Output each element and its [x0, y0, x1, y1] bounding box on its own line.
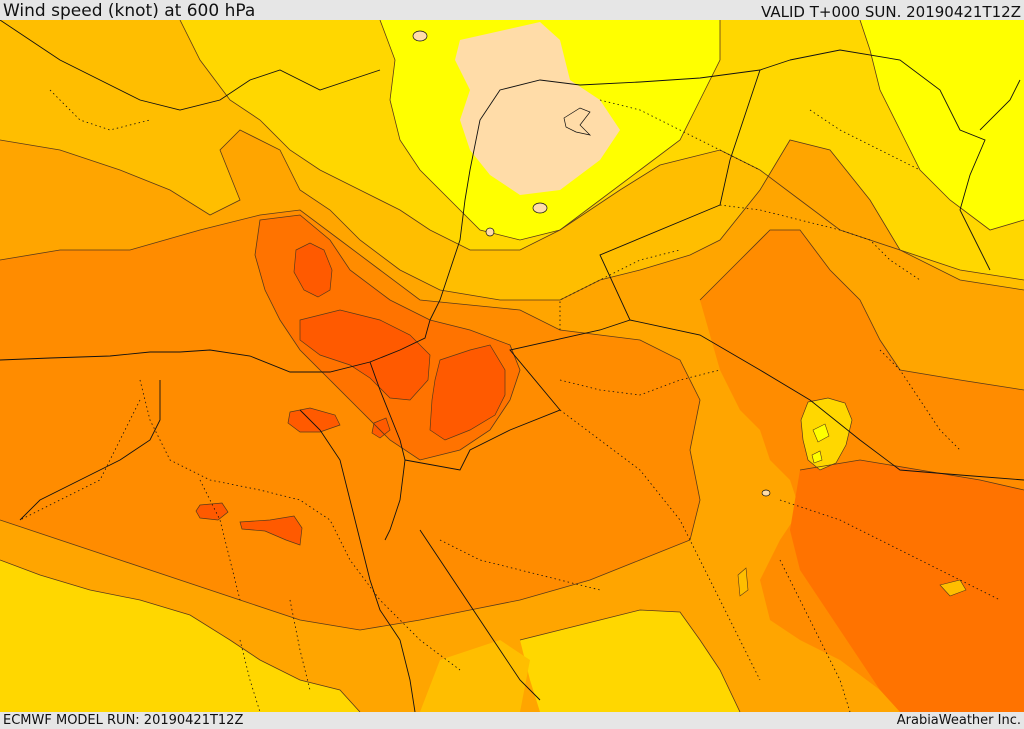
cell-red-orange-5: [195, 502, 229, 521]
map-title: Wind speed (knot) at 600 hPa: [3, 1, 256, 21]
credit-label: ArabiaWeather Inc.: [896, 713, 1021, 728]
cell-yellow-1: [812, 423, 830, 443]
cell-red-orange-2: [299, 309, 431, 401]
footer-bar: ECMWF MODEL RUN: 20190421T12Z ArabiaWeat…: [0, 712, 1024, 729]
cell-red-orange-1: [293, 242, 333, 298]
field-gold-south-central: [520, 610, 740, 712]
country-borders: [0, 20, 1024, 712]
isotach-contours: [0, 20, 1024, 712]
field-gold-south: [0, 560, 360, 712]
field-orange-se: [790, 460, 1024, 712]
cell-red-orange-7: [371, 417, 391, 439]
field-yellow-ne: [860, 20, 1024, 230]
small-features: [412, 30, 771, 497]
map-canvas: [0, 20, 1024, 712]
cell-yellow-2: [811, 450, 823, 464]
cell-amber-2: [737, 567, 749, 597]
valid-time-label: VALID T+000 SUN. 20190421T12Z: [761, 3, 1021, 21]
cell-red-orange-4: [287, 407, 341, 433]
wind-speed-map: [0, 20, 1024, 712]
province-borders: [19, 89, 1001, 712]
title-bar: Wind speed (knot) at 600 hPa VALID T+000…: [0, 0, 1024, 21]
field-amber-south: [420, 640, 530, 712]
cell-red-orange-6: [239, 515, 303, 546]
model-run-label: ECMWF MODEL RUN: 20190421T12Z: [3, 713, 244, 728]
cell-red-orange-3: [429, 344, 506, 441]
field-orange-central: [0, 210, 700, 630]
cell-amber-1: [939, 579, 967, 597]
field-lightest-north: [455, 22, 620, 195]
